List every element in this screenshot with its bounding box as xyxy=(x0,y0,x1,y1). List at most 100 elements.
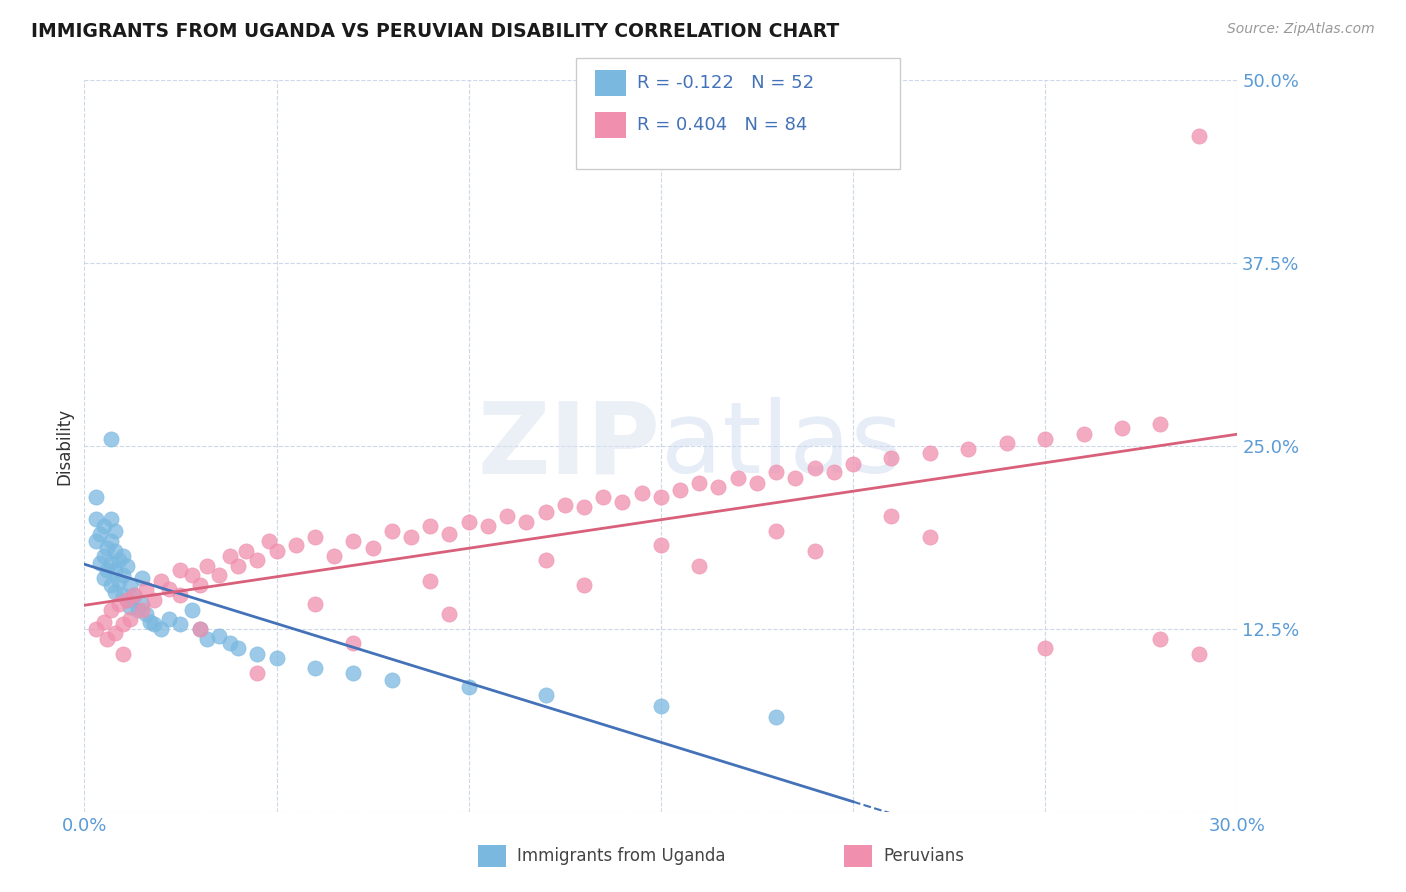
Point xyxy=(688,558,710,573)
Point xyxy=(93,571,115,585)
Point xyxy=(195,632,218,646)
Point xyxy=(150,622,173,636)
Point xyxy=(842,457,865,471)
Point xyxy=(93,519,115,533)
Point xyxy=(150,574,173,588)
Point xyxy=(84,534,107,549)
Point xyxy=(439,526,461,541)
Point xyxy=(131,597,153,611)
Text: Peruvians: Peruvians xyxy=(883,847,965,865)
Point xyxy=(342,636,364,650)
Point xyxy=(323,549,346,563)
Point xyxy=(226,558,249,573)
Point xyxy=(142,617,165,632)
Point xyxy=(84,512,107,526)
Point xyxy=(1149,417,1171,431)
Point xyxy=(219,636,242,650)
Y-axis label: Disability: Disability xyxy=(55,408,73,484)
Point xyxy=(534,505,557,519)
Text: Source: ZipAtlas.com: Source: ZipAtlas.com xyxy=(1227,22,1375,37)
Point xyxy=(304,530,326,544)
Text: ZIP: ZIP xyxy=(478,398,661,494)
Point xyxy=(169,563,191,577)
Point xyxy=(246,553,269,567)
Point xyxy=(785,471,807,485)
Point xyxy=(477,519,499,533)
Point xyxy=(181,567,204,582)
Point xyxy=(592,490,614,504)
Point xyxy=(880,450,903,465)
Point xyxy=(1188,647,1211,661)
Point xyxy=(111,617,134,632)
Point xyxy=(572,500,595,515)
Point xyxy=(399,530,422,544)
Point xyxy=(439,607,461,622)
Text: atlas: atlas xyxy=(661,398,903,494)
Point xyxy=(707,480,730,494)
Point xyxy=(669,483,692,497)
Point xyxy=(131,571,153,585)
Point xyxy=(100,534,122,549)
Point xyxy=(1033,432,1056,446)
Point xyxy=(630,485,652,500)
Point xyxy=(96,632,118,646)
Point xyxy=(304,597,326,611)
Point xyxy=(246,665,269,680)
Point xyxy=(361,541,384,556)
Point xyxy=(188,622,211,636)
Point xyxy=(957,442,980,456)
Point xyxy=(765,524,787,538)
Point xyxy=(554,498,576,512)
Point xyxy=(181,603,204,617)
Point xyxy=(100,578,122,592)
Point xyxy=(823,466,845,480)
Point xyxy=(135,582,157,597)
Point xyxy=(127,603,149,617)
Point xyxy=(419,519,441,533)
Text: Immigrants from Uganda: Immigrants from Uganda xyxy=(517,847,725,865)
Point xyxy=(803,544,825,558)
Point xyxy=(89,526,111,541)
Point xyxy=(1073,427,1095,442)
Point xyxy=(84,490,107,504)
Point xyxy=(457,515,479,529)
Point xyxy=(169,617,191,632)
Point xyxy=(918,530,941,544)
Point xyxy=(142,592,165,607)
Point xyxy=(650,539,672,553)
Point xyxy=(381,673,404,687)
Point xyxy=(195,558,218,573)
Point xyxy=(1111,421,1133,435)
Point xyxy=(188,578,211,592)
Point xyxy=(918,446,941,460)
Point xyxy=(235,544,257,558)
Point xyxy=(115,592,138,607)
Point xyxy=(131,603,153,617)
Point xyxy=(100,603,122,617)
Point xyxy=(1149,632,1171,646)
Point xyxy=(115,558,138,573)
Point xyxy=(111,588,134,602)
Point xyxy=(111,647,134,661)
Point xyxy=(727,471,749,485)
Point xyxy=(108,553,131,567)
Point xyxy=(246,647,269,661)
Point xyxy=(688,475,710,490)
Point xyxy=(169,588,191,602)
Point xyxy=(342,534,364,549)
Point xyxy=(1188,128,1211,143)
Point xyxy=(104,585,127,599)
Point xyxy=(765,466,787,480)
Point xyxy=(157,582,180,597)
Point xyxy=(995,436,1018,450)
Point xyxy=(342,665,364,680)
Point xyxy=(100,512,122,526)
Point xyxy=(96,563,118,577)
Point xyxy=(284,539,307,553)
Point xyxy=(120,599,142,614)
Point xyxy=(120,612,142,626)
Text: IMMIGRANTS FROM UGANDA VS PERUVIAN DISABILITY CORRELATION CHART: IMMIGRANTS FROM UGANDA VS PERUVIAN DISAB… xyxy=(31,22,839,41)
Point xyxy=(84,622,107,636)
Point xyxy=(226,640,249,655)
Point xyxy=(93,549,115,563)
